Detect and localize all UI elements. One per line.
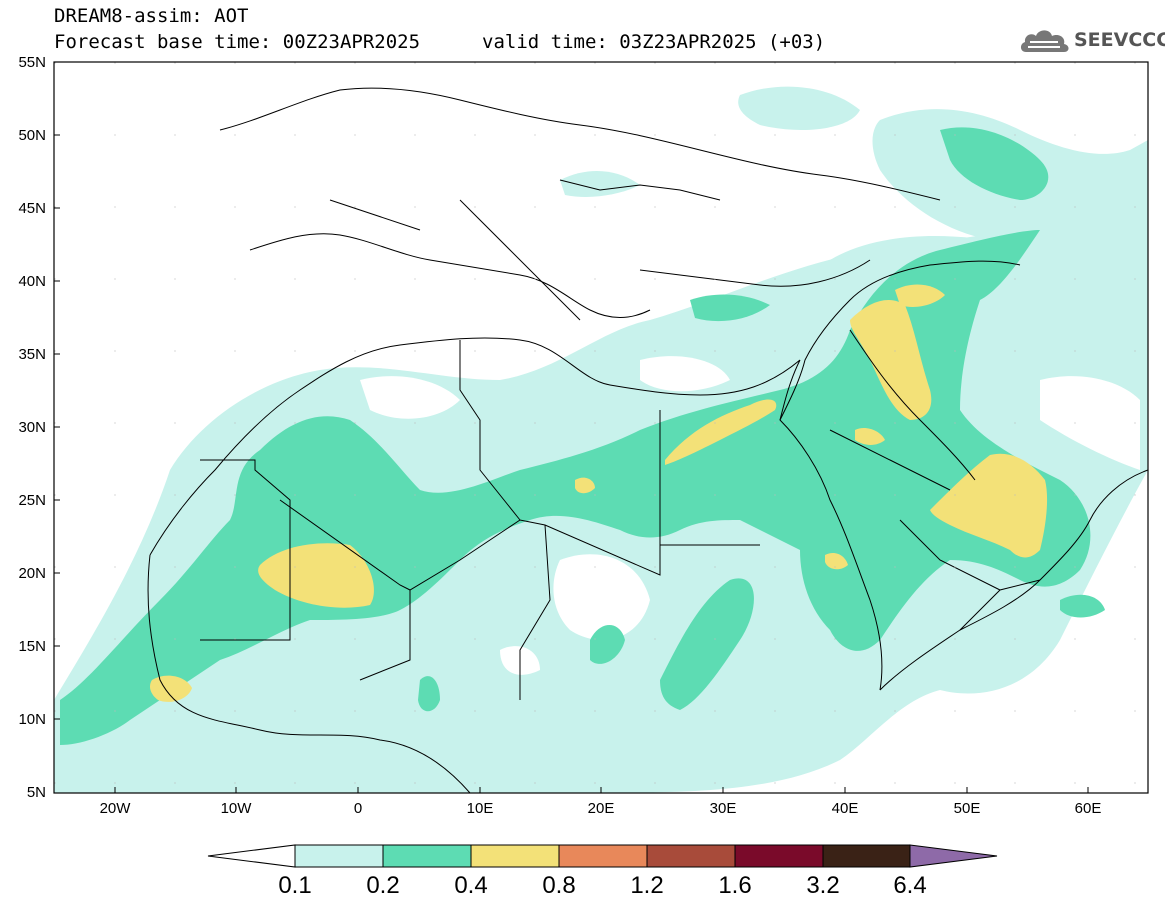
- lon-label-0: 0: [353, 800, 363, 817]
- colorbar-bin-5: [646, 844, 736, 868]
- colorbar-bin-4: [558, 844, 648, 868]
- map-ticks: [54, 61, 1089, 793]
- colorbar-label: 6.4: [893, 872, 927, 899]
- lon-label-20e: 20E: [587, 800, 615, 817]
- lon-label-40e: 40E: [831, 800, 859, 817]
- colorbar: [207, 844, 998, 868]
- colorbar-bin-6: [734, 844, 824, 868]
- colorbar-label: 0.1: [278, 872, 312, 899]
- colorbar-label: 0.4: [454, 872, 488, 899]
- colorbar-over-arrow: [909, 844, 998, 868]
- colorbar-label: 1.2: [630, 872, 664, 899]
- colorbar-bin-3: [470, 844, 560, 868]
- graticule: [54, 62, 1148, 793]
- lon-label-60e: 60E: [1074, 800, 1102, 817]
- forecast-base-time: Forecast base time: 00Z23APR2025: [54, 31, 421, 53]
- colorbar-bin-7: [822, 844, 911, 868]
- lon-label-50e: 50E: [953, 800, 981, 817]
- colorbar-bin-2: [382, 844, 472, 868]
- lat-label-25n: 25N: [18, 492, 46, 509]
- title-line1: DREAM8-assim: AOT: [54, 5, 249, 27]
- colorbar-under-arrow: [207, 844, 296, 868]
- colorbar-label: 1.6: [718, 872, 752, 899]
- lat-label-45n: 45N: [18, 200, 46, 217]
- lat-label-5n: 5N: [26, 784, 46, 801]
- colorbar-label: 3.2: [806, 872, 840, 899]
- valid-time: valid time: 03Z23APR2025 (+03): [482, 31, 826, 53]
- lon-label-10e: 10E: [466, 800, 494, 817]
- colorbar-bin-1: [294, 844, 384, 868]
- lon-label-10w: 10W: [220, 800, 252, 817]
- lon-label-20w: 20W: [99, 800, 131, 817]
- lat-label-20n: 20N: [18, 565, 46, 582]
- lon-label-30e: 30E: [709, 800, 737, 817]
- seevccc-logo: SEEVCCC: [1018, 22, 1165, 58]
- logo-text: SEEVCCC: [1074, 29, 1165, 51]
- lat-label-30n: 30N: [18, 419, 46, 436]
- colorbar-label: 0.2: [366, 872, 400, 899]
- lat-label-10n: 10N: [18, 711, 46, 728]
- cloud-icon: [1020, 30, 1069, 52]
- lat-label-35n: 35N: [18, 346, 46, 363]
- lat-label-55n: 55N: [18, 54, 46, 71]
- lat-label-15n: 15N: [18, 638, 46, 655]
- lat-label-50n: 50N: [18, 127, 46, 144]
- lat-label-40n: 40N: [18, 273, 46, 290]
- colorbar-label: 0.8: [542, 872, 576, 899]
